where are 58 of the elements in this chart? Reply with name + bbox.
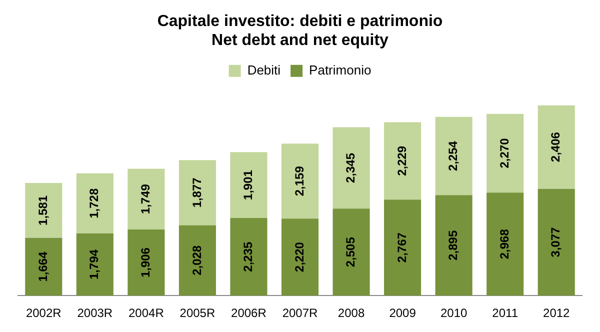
data-label: 2,895	[446, 230, 460, 260]
data-label: 3,077	[548, 226, 563, 258]
x-tick-label: 2004R	[128, 306, 164, 320]
data-label: 2,270	[497, 138, 512, 168]
bar	[128, 168, 165, 230]
bar	[230, 218, 268, 296]
bar	[486, 192, 524, 296]
bar	[538, 105, 575, 189]
x-tick-label: 2003R	[77, 306, 113, 320]
data-label: 1,664	[36, 251, 50, 282]
bar	[384, 122, 422, 200]
x-tick-label: 2011	[492, 306, 518, 320]
bar	[384, 200, 422, 296]
bar	[332, 127, 370, 209]
data-label: 2,028	[190, 245, 204, 276]
data-label: 2,505	[344, 236, 358, 268]
bar	[178, 225, 216, 296]
bar	[76, 173, 114, 234]
data-label: 2,406	[548, 132, 563, 162]
data-label: 1,906	[138, 247, 152, 278]
data-label: 1,901	[241, 170, 256, 200]
bar	[76, 233, 114, 296]
bar	[332, 208, 370, 296]
bar	[25, 238, 62, 296]
bar	[538, 188, 575, 296]
data-label: 2,159	[292, 166, 306, 196]
data-label: 2,345	[344, 152, 358, 184]
data-label: 2,767	[394, 232, 409, 263]
bar	[281, 218, 319, 296]
bar	[25, 183, 62, 238]
legend-label: Patrimonio	[309, 62, 372, 78]
x-tick-label: 2012	[543, 306, 570, 320]
data-label: 1,877	[190, 177, 204, 208]
bar	[281, 144, 319, 219]
data-label: 1,581	[36, 195, 50, 226]
data-label: 2,229	[394, 146, 409, 176]
data-label: 2,220	[292, 242, 306, 272]
x-tick-label: 2008	[338, 306, 365, 320]
x-tick-label: 2002R	[26, 306, 62, 320]
x-tick-label: 2005R	[180, 306, 216, 320]
data-label: 2,254	[446, 140, 460, 172]
x-tick-label: 2010	[440, 306, 468, 320]
chart-title: Capitale investito: debiti e patrimonio Net debt and net equity	[157, 13, 443, 50]
data-label: 1,749	[138, 184, 152, 214]
bar	[435, 116, 472, 196]
legend-label: Debiti	[247, 62, 281, 78]
x-tick-label: 2007R	[282, 306, 318, 320]
bar	[128, 229, 165, 296]
x-tick-label: 2006R	[231, 306, 267, 320]
data-label: 1,794	[87, 249, 102, 280]
data-label: 2,968	[497, 228, 512, 260]
bar	[230, 152, 268, 218]
bar	[178, 160, 216, 226]
bar	[435, 195, 472, 296]
data-label: 2,235	[241, 241, 256, 272]
data-label: 1,728	[87, 188, 102, 218]
x-tick-label: 2009	[389, 306, 416, 320]
bar	[486, 114, 524, 193]
